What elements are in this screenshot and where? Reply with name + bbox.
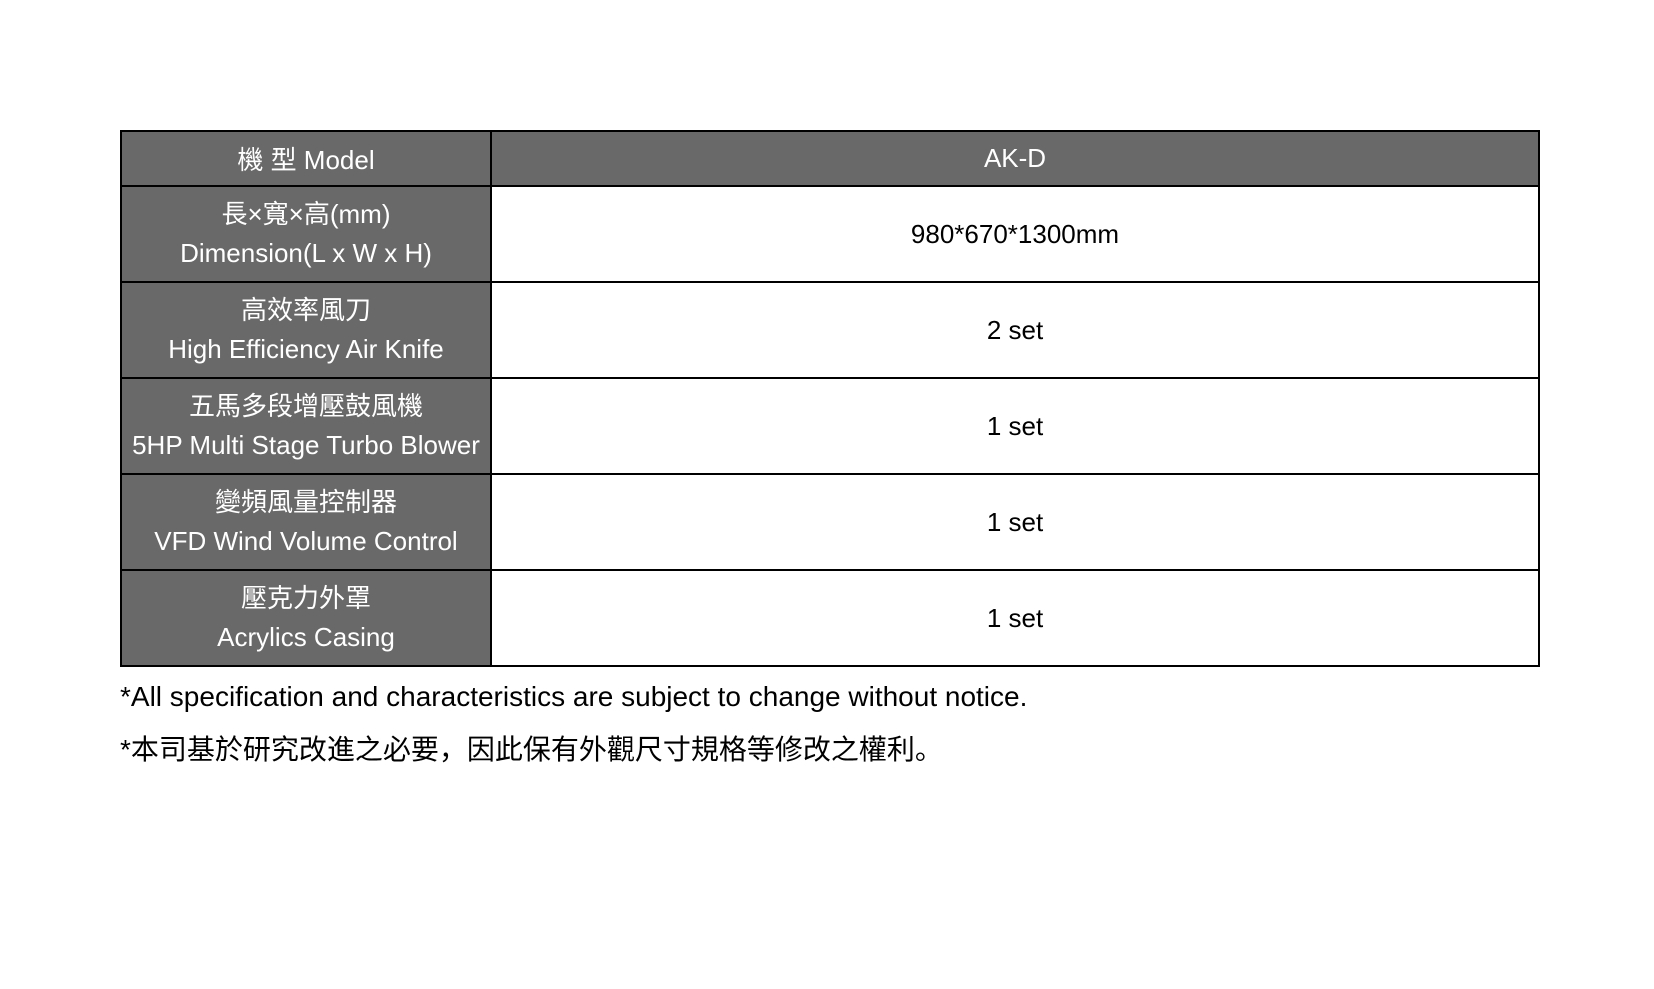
row-label-line1: 五馬多段增壓鼓風機 <box>132 387 480 426</box>
row-value-cell: 980*670*1300mm <box>491 186 1539 282</box>
spec-table: 機 型 Model AK-D 長×寬×高(mm) Dimension(L x W… <box>120 130 1540 667</box>
row-label-line1: 變頻風量控制器 <box>132 483 480 522</box>
row-value-cell: 2 set <box>491 282 1539 378</box>
row-value-cell: 1 set <box>491 474 1539 570</box>
row-label-line2: High Efficiency Air Knife <box>132 330 480 369</box>
row-label-cell: 五馬多段增壓鼓風機 5HP Multi Stage Turbo Blower <box>121 378 491 474</box>
row-label-cell: 高效率風刀 High Efficiency Air Knife <box>121 282 491 378</box>
row-label-cell: 壓克力外罩 Acrylics Casing <box>121 570 491 666</box>
header-value-cell: AK-D <box>491 131 1539 186</box>
row-value-cell: 1 set <box>491 570 1539 666</box>
row-label-cell: 變頻風量控制器 VFD Wind Volume Control <box>121 474 491 570</box>
table-row: 五馬多段增壓鼓風機 5HP Multi Stage Turbo Blower 1… <box>121 378 1539 474</box>
row-label-line1: 高效率風刀 <box>132 291 480 330</box>
header-label-cell: 機 型 Model <box>121 131 491 186</box>
table-row: 變頻風量控制器 VFD Wind Volume Control 1 set <box>121 474 1539 570</box>
footnote-zh: *本司基於研究改進之必要，因此保有外觀尺寸規格等修改之權利。 <box>120 728 1540 773</box>
row-value-cell: 1 set <box>491 378 1539 474</box>
spec-container: 機 型 Model AK-D 長×寬×高(mm) Dimension(L x W… <box>120 130 1540 773</box>
table-row: 壓克力外罩 Acrylics Casing 1 set <box>121 570 1539 666</box>
table-header-row: 機 型 Model AK-D <box>121 131 1539 186</box>
footnote-en: *All specification and characteristics a… <box>120 675 1540 720</box>
row-label-line2: Dimension(L x W x H) <box>132 234 480 273</box>
row-label-line1: 壓克力外罩 <box>132 579 480 618</box>
table-row: 高效率風刀 High Efficiency Air Knife 2 set <box>121 282 1539 378</box>
row-label-line1: 長×寬×高(mm) <box>132 195 480 234</box>
row-label-line2: VFD Wind Volume Control <box>132 522 480 561</box>
row-label-cell: 長×寬×高(mm) Dimension(L x W x H) <box>121 186 491 282</box>
row-label-line2: Acrylics Casing <box>132 618 480 657</box>
table-row: 長×寬×高(mm) Dimension(L x W x H) 980*670*1… <box>121 186 1539 282</box>
row-label-line2: 5HP Multi Stage Turbo Blower <box>132 426 480 465</box>
